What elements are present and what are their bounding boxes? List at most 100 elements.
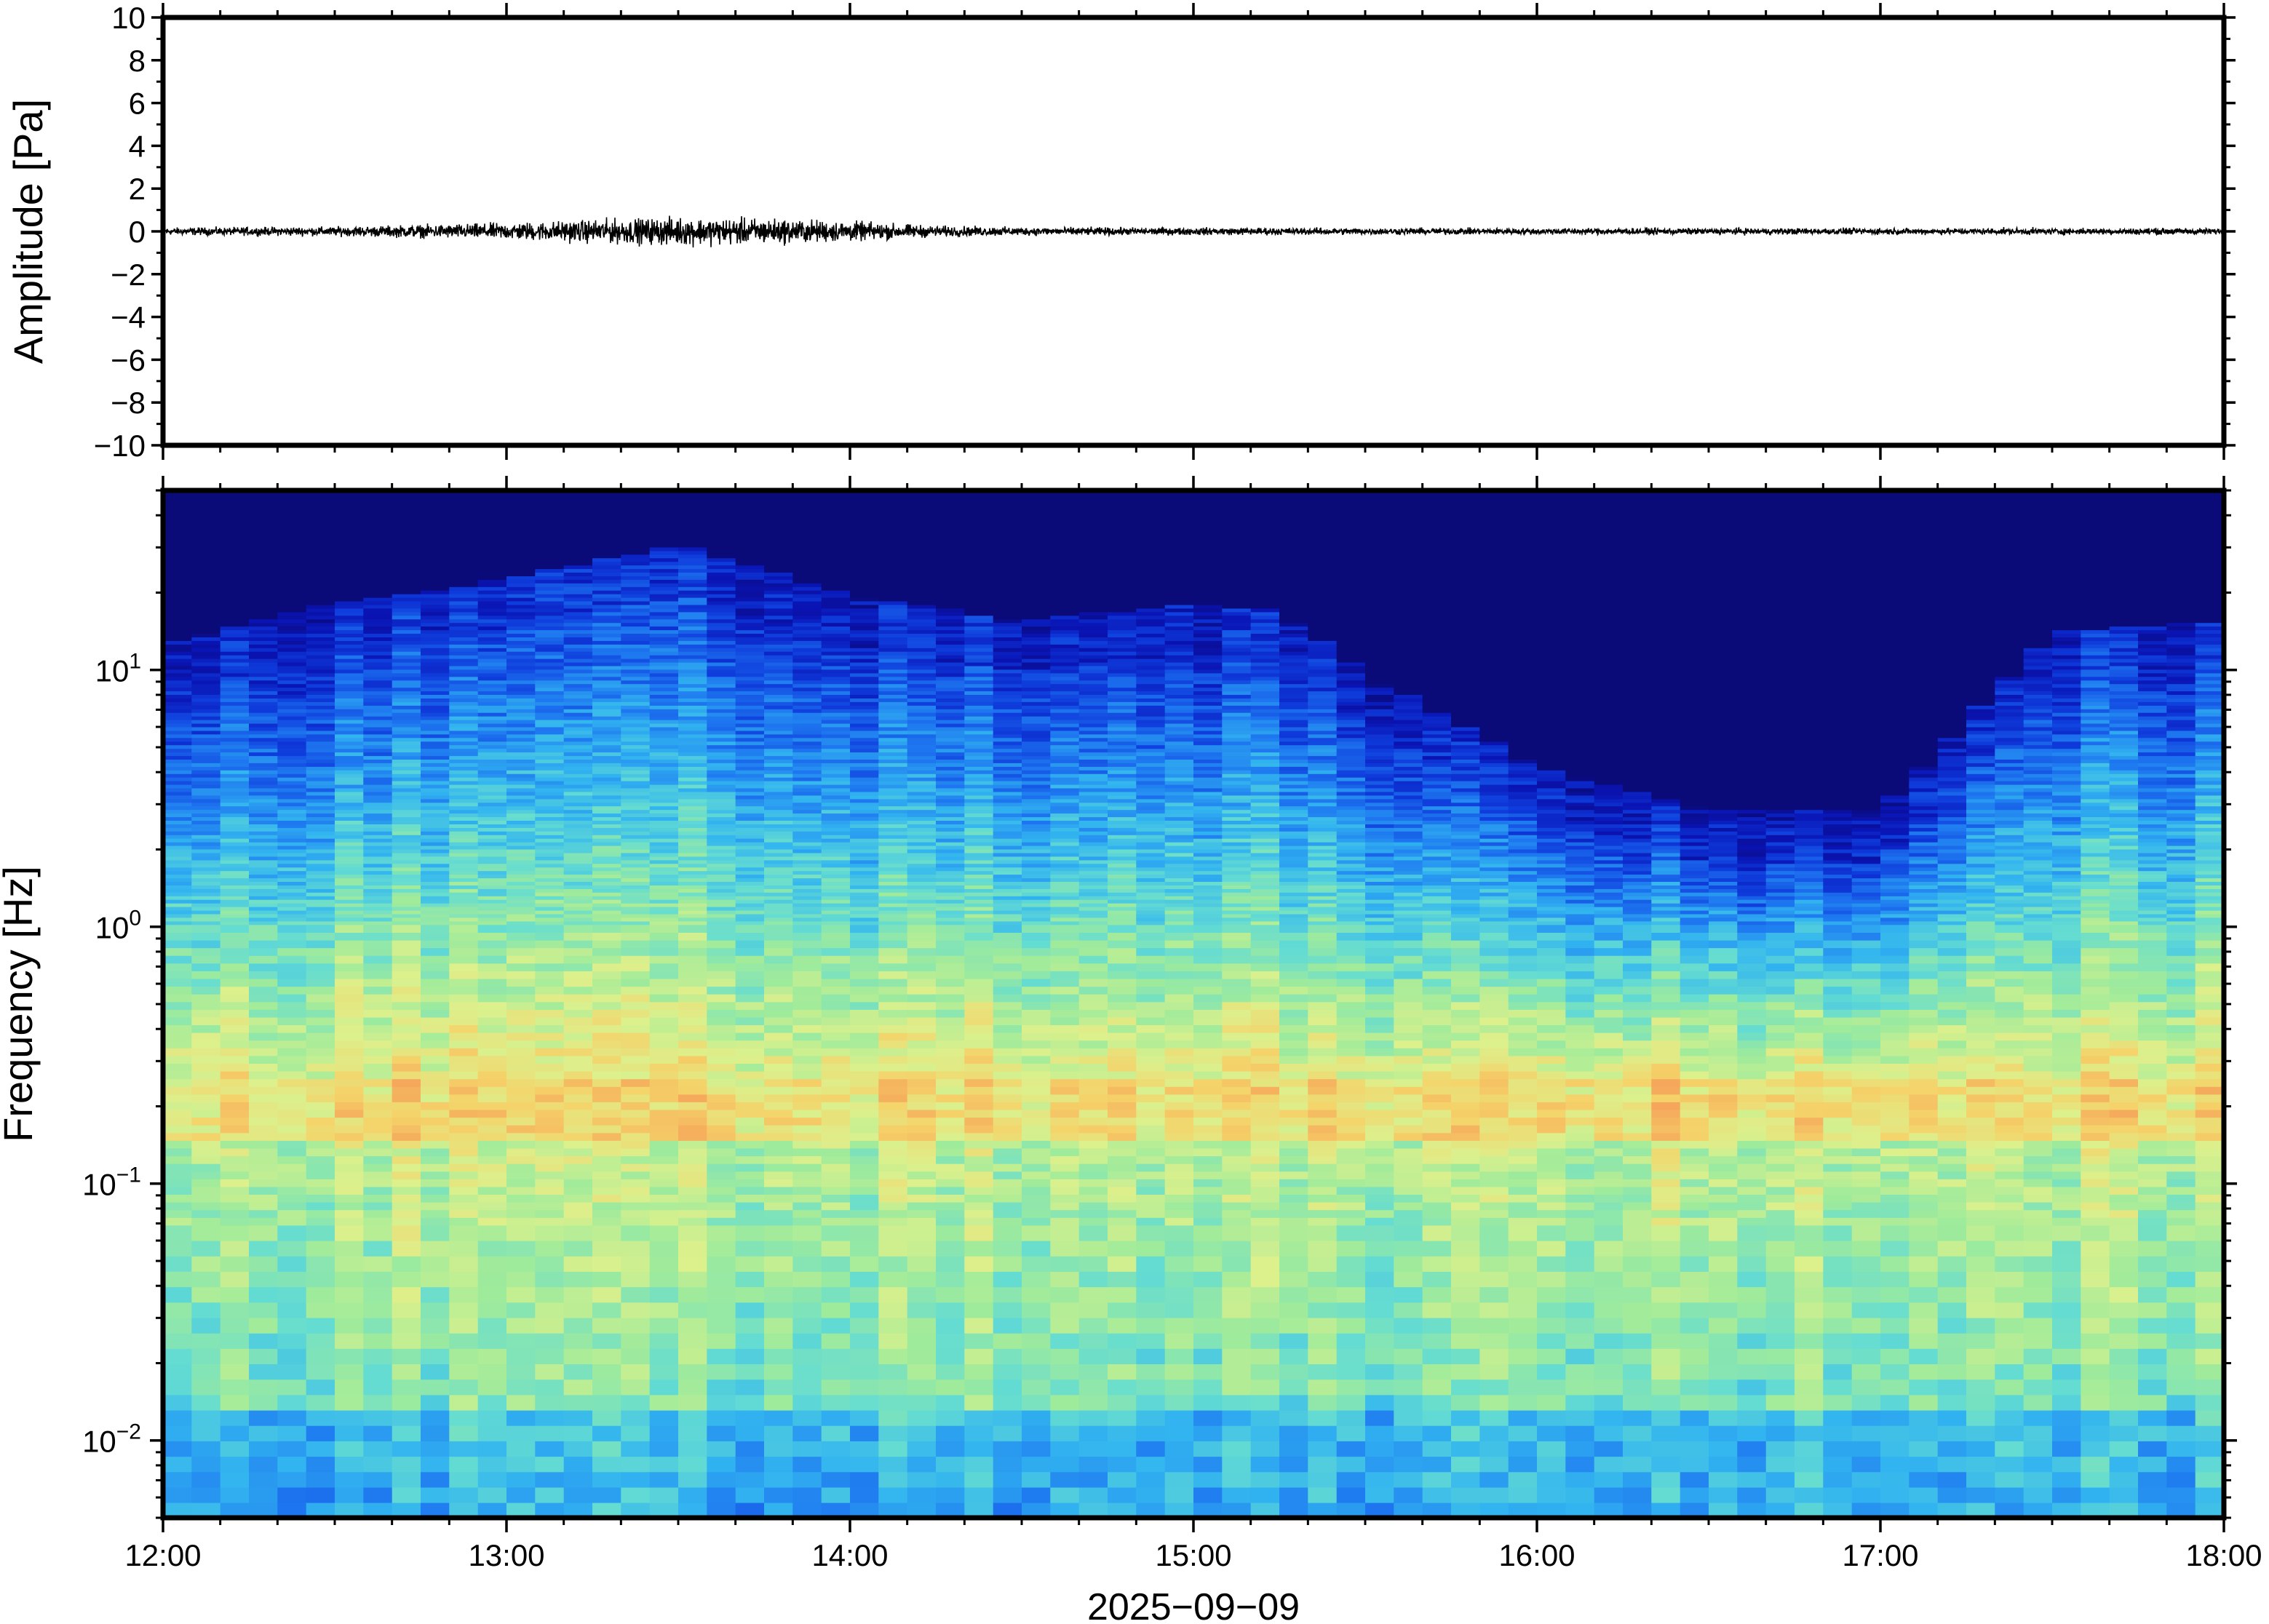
spectrogram-cell: [506, 1194, 536, 1203]
spectrogram-cell: [792, 787, 822, 792]
spectrogram-cell: [678, 1078, 708, 1087]
spectrogram-cell: [592, 1147, 622, 1157]
spectrogram-cell: [592, 572, 622, 576]
spectrogram-cell: [621, 1271, 651, 1288]
spectrogram-cell: [678, 600, 708, 605]
spectrogram-cell: [735, 809, 765, 814]
spectrogram-cell: [449, 913, 479, 918]
spectrogram-cell: [792, 784, 822, 789]
spectrogram-cell: [163, 629, 193, 634]
spectrogram-cell: [506, 618, 536, 624]
spectrogram-cell: [764, 1032, 794, 1041]
spectrogram-cell: [907, 848, 937, 853]
spectrogram-cell: [907, 877, 937, 882]
spectrogram-cell: [191, 597, 221, 602]
spectrogram-cell: [249, 744, 279, 749]
spectrogram-cell: [850, 899, 880, 904]
spectrogram-cell: [249, 648, 279, 652]
spectrogram-cell: [678, 920, 708, 926]
spectrogram-cell: [707, 1317, 736, 1334]
spectrogram-cell: [477, 705, 507, 709]
spectrogram-cell: [878, 590, 908, 594]
spectrogram-cell: [220, 568, 250, 573]
spectrogram-cell: [621, 626, 651, 631]
spectrogram-cell: [506, 543, 536, 548]
spectrogram-cell: [936, 1217, 966, 1226]
spectrogram-cell: [163, 518, 193, 522]
spectrogram-cell: [363, 1441, 393, 1457]
spectrogram-cell: [277, 600, 307, 605]
spectrogram-cell: [707, 1471, 736, 1488]
spectrogram-cell: [249, 1094, 279, 1102]
spectrogram-cell: [191, 1332, 221, 1349]
spectrogram-cell: [421, 1009, 450, 1018]
spectrogram-cell: [535, 737, 565, 742]
spectrogram-cell: [678, 748, 708, 753]
spectrogram-cell: [764, 870, 794, 875]
spectrogram-cell: [821, 924, 851, 933]
spectrogram-cell: [735, 748, 765, 753]
spectrogram-cell: [392, 924, 421, 933]
spectrogram-cell: [191, 986, 221, 995]
spectrogram-cell: [392, 604, 421, 609]
spectrogram-cell: [792, 1147, 822, 1157]
spectrogram-cell: [592, 1348, 622, 1364]
spectrogram-cell: [449, 528, 479, 533]
spectrogram-cell: [506, 698, 536, 702]
spectrogram-cell: [563, 885, 593, 889]
spectrogram-cell: [306, 848, 335, 853]
spectrogram-cell: [277, 1471, 307, 1488]
spectrogram-cell: [335, 863, 365, 868]
spectrogram-cell: [306, 622, 335, 627]
spectrogram-cell: [163, 848, 193, 853]
spectrogram-cell: [191, 1078, 221, 1087]
spectrogram-cell: [621, 730, 651, 735]
spectrogram-cell: [649, 902, 679, 907]
spectrogram-cell: [850, 813, 880, 818]
spectrogram-cell: [477, 752, 507, 757]
spectrogram-cell: [277, 640, 307, 645]
spectrogram-cell: [220, 658, 250, 663]
spectrogram-cell: [621, 1441, 651, 1457]
spectrogram-cell: [678, 500, 708, 505]
spectrogram-cell: [191, 546, 221, 552]
spectrogram-cell: [335, 773, 365, 778]
spectrogram-cell: [649, 565, 679, 570]
spectrogram-cell: [191, 698, 221, 702]
spectrogram-cell: [392, 1186, 421, 1195]
spectrogram-cell: [449, 522, 479, 526]
spectrogram-cell: [678, 741, 708, 746]
spectrogram-cell: [735, 852, 765, 857]
spectrogram-cell: [421, 672, 450, 677]
spectrogram-cell: [678, 608, 708, 613]
spectrogram-cell: [535, 593, 565, 598]
spectrogram-cell: [821, 590, 851, 594]
spectrogram-cell: [306, 661, 335, 666]
spectrogram-cell: [421, 1024, 450, 1033]
spectrogram-cell: [678, 651, 708, 656]
spectrogram-cell: [249, 827, 279, 832]
spectrogram-cell: [277, 1317, 307, 1334]
spectrogram-cell: [535, 525, 565, 530]
spectrogram-cell: [421, 770, 450, 774]
spectrogram-cell: [363, 741, 393, 746]
spectrogram-cell: [907, 1086, 937, 1095]
spectrogram-cell: [335, 906, 365, 911]
spectrogram-cell: [335, 1048, 365, 1056]
spectrogram-cell: [649, 1078, 679, 1087]
spectrogram-cell: [277, 795, 307, 800]
spectrogram-cell: [421, 593, 450, 598]
spectrogram-cell: [907, 539, 937, 544]
spectrogram-cell: [163, 1048, 193, 1056]
spectrogram-cell: [477, 522, 507, 526]
spectrogram-cell: [878, 947, 908, 956]
spectrogram-cell: [421, 863, 450, 868]
spectrogram-cell: [878, 870, 908, 875]
spectrogram-cell: [277, 1109, 307, 1118]
spectrogram-cell: [363, 557, 393, 562]
spectrogram-cell: [792, 698, 822, 702]
spectrogram-cell: [592, 1471, 622, 1488]
spectrogram-cell: [764, 1271, 794, 1288]
spectrogram-cell: [792, 1009, 822, 1018]
spectrogram-cell: [649, 719, 679, 724]
